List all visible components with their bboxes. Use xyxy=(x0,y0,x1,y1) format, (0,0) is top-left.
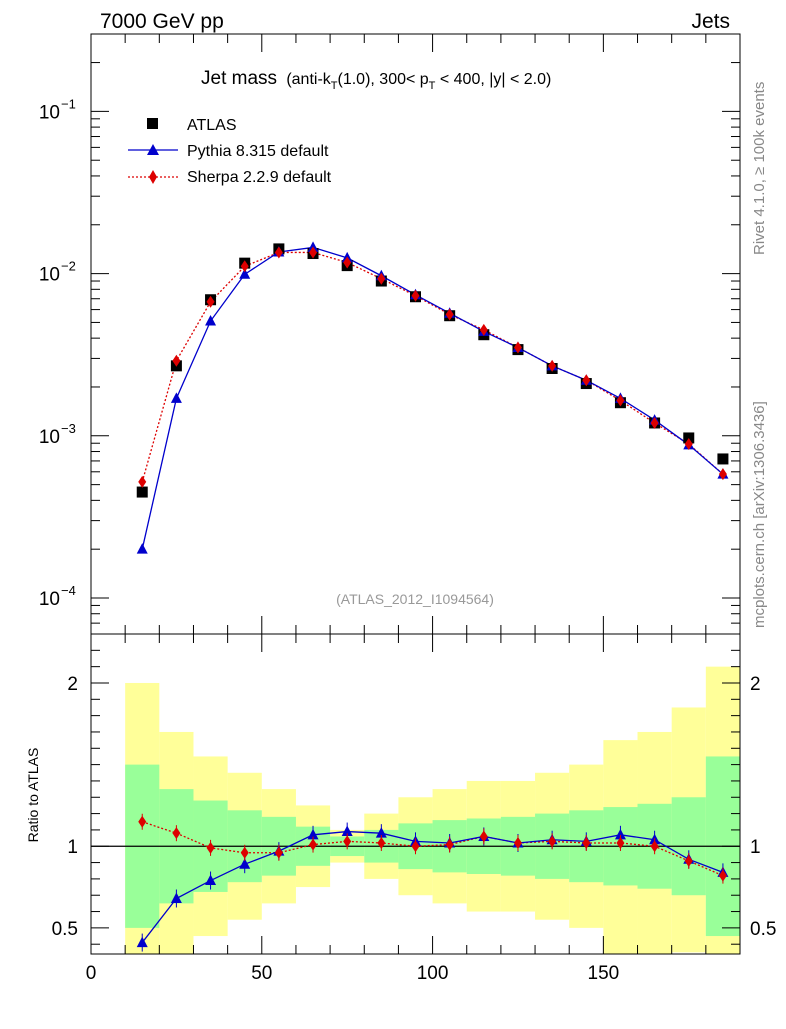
sherpa-main-point xyxy=(616,394,625,407)
sherpa-ratio-point xyxy=(343,835,352,848)
ratio-ytick-label-left: 0.5 xyxy=(52,919,78,940)
sherpa-main-point xyxy=(138,475,147,488)
sherpa-ratio-point xyxy=(650,840,659,853)
sherpa-ratio-point xyxy=(684,854,693,867)
atlas-data-point xyxy=(717,453,729,465)
legend: ATLAS Pythia 8.315 default Sherpa 2.2.9 … xyxy=(128,117,332,186)
ratio-ytick-label-left: 2 xyxy=(67,674,78,695)
title-open: (anti-k xyxy=(286,71,331,88)
pythia-ratio-point xyxy=(239,858,251,869)
sherpa-main-point xyxy=(343,256,352,269)
pythia-main-line xyxy=(141,246,724,550)
sherpa-ratio-point xyxy=(274,846,283,859)
sherpa-main-point xyxy=(377,272,386,285)
sherpa-ratio-point xyxy=(616,836,625,849)
atlas-data-point xyxy=(683,432,695,444)
sherpa-main-line xyxy=(141,251,724,483)
xtick-label: 0 xyxy=(86,963,97,984)
title-sub-t2: T xyxy=(429,80,436,92)
plot-title: Jet mass (anti-kT(1.0), 300< pT < 400, |… xyxy=(201,68,551,92)
sherpa-main-point xyxy=(684,438,693,451)
legend-sherpa-label: Sherpa 2.2.9 default xyxy=(187,169,332,186)
sherpa-main-point xyxy=(445,308,454,321)
sherpa-ratio-point xyxy=(445,838,454,851)
title-sub-t: T xyxy=(331,80,338,92)
main-ytick-exponent: −4 xyxy=(61,583,76,598)
ratio-ytick-label-left: 1 xyxy=(67,837,78,858)
xtick-label: 150 xyxy=(588,963,620,984)
category-label: Jets xyxy=(691,10,730,33)
sherpa-main-point xyxy=(411,289,420,302)
sherpa-ratio-point xyxy=(172,827,181,840)
sherpa-main-point xyxy=(240,260,249,273)
sherpa-main-point xyxy=(206,295,215,308)
mcplots-label: mcplots.cern.ch [arXiv:1306.3436] xyxy=(751,401,768,628)
ratio-ytick-label-right: 2 xyxy=(750,674,761,695)
ratio-panel-frame xyxy=(90,633,741,955)
legend-pythia-label: Pythia 8.315 default xyxy=(187,143,329,160)
main-ytick-exponent: −3 xyxy=(61,421,76,436)
sherpa-ratio-point xyxy=(240,846,249,859)
sherpa-ratio-point xyxy=(548,835,557,848)
sherpa-ratio-point xyxy=(411,840,420,853)
main-panel: 10−110−210−310−4 Jet mass (anti-kT(1.0),… xyxy=(39,33,741,635)
main-ytick-label: 10 xyxy=(39,265,60,286)
pythia-main-point xyxy=(136,543,148,554)
title-main: Jet mass xyxy=(201,68,277,89)
sherpa-ratio-line xyxy=(142,821,724,877)
pythia-ratio-line xyxy=(141,830,724,943)
title-mid: (1.0), 300< p xyxy=(338,71,429,88)
legend-atlas-label: ATLAS xyxy=(187,117,237,134)
pythia-ratio-point xyxy=(375,827,387,838)
sherpa-main-point xyxy=(172,354,181,367)
rivet-label: Rivet 4.1.0, ≥ 100k events xyxy=(751,82,768,255)
sherpa-ratio-point xyxy=(513,836,522,849)
pythia-ratio-point xyxy=(205,874,217,886)
pythia-ratio-point xyxy=(341,825,353,837)
sherpa-main-point xyxy=(513,341,522,354)
pythia-ratio-point xyxy=(614,828,626,840)
analysis-id-label: (ATLAS_2012_I1094564) xyxy=(336,591,494,607)
ratio-panel: 0.5 0.5 1 1 2 2 0 50 100 150 Ratio to ATLAS xyxy=(25,633,776,984)
xtick-label: 50 xyxy=(251,963,272,984)
energy-label: 7000 GeV pp xyxy=(100,10,224,33)
main-ytick-label: 10 xyxy=(39,589,60,610)
sherpa-main-point xyxy=(274,246,283,259)
sherpa-ratio-point xyxy=(479,830,488,843)
sherpa-main-point xyxy=(479,323,488,336)
sherpa-ratio-point xyxy=(718,869,727,882)
title-close: < 400, |y| < 2.0) xyxy=(435,71,551,88)
sherpa-main-point xyxy=(582,374,591,387)
main-ytick-label: 10 xyxy=(39,102,60,123)
sherpa-main-point xyxy=(548,359,557,372)
ratio-ylabel: Ratio to ATLAS xyxy=(25,748,41,843)
pythia-main-point xyxy=(170,392,182,403)
pythia-main-point xyxy=(239,268,251,279)
main-ytick-exponent: −2 xyxy=(61,259,76,274)
xtick-label: 100 xyxy=(417,963,449,984)
ratio-ytick-label-right: 1 xyxy=(750,837,761,858)
sherpa-ratio-point xyxy=(309,838,318,851)
sherpa-main-point xyxy=(309,246,318,259)
legend-atlas-marker xyxy=(147,118,158,129)
legend-sherpa-marker xyxy=(149,170,157,184)
sherpa-ratio-point xyxy=(206,841,215,854)
pythia-ratio-point xyxy=(136,936,148,948)
legend-pythia-marker xyxy=(147,144,159,155)
pythia-main-point xyxy=(205,315,217,326)
sherpa-ratio-point xyxy=(582,836,591,849)
sherpa-main-point xyxy=(650,416,659,429)
sherpa-main-point xyxy=(718,468,727,481)
main-ytick-label: 10 xyxy=(39,427,60,448)
pythia-ratio-point xyxy=(170,892,182,903)
pythia-ratio-point xyxy=(307,828,319,840)
sherpa-ratio-point xyxy=(138,815,147,828)
atlas-data-point xyxy=(136,486,148,498)
main-ytick-exponent: −1 xyxy=(61,96,76,111)
ratio-ytick-label-right: 0.5 xyxy=(750,919,776,940)
sherpa-ratio-point xyxy=(377,836,386,849)
